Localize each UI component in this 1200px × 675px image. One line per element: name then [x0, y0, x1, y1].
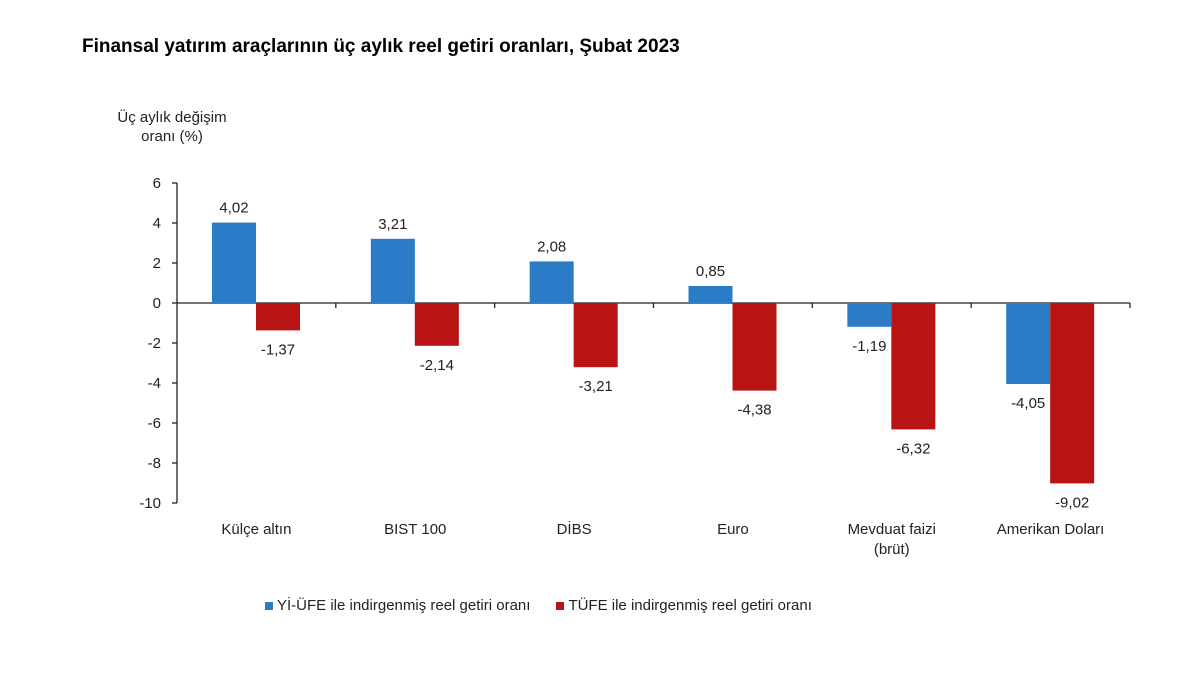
bar-tufe [414, 303, 459, 346]
y-axis-title-line-2: oranı (%) [141, 128, 203, 145]
y-tick-label: -6 [148, 415, 161, 432]
y-tick-label: -2 [148, 335, 161, 352]
category-label: Euro [717, 521, 749, 538]
bar-yiufe [1006, 303, 1051, 384]
category-label: Mevduat faizi [848, 521, 936, 538]
y-axis-title-line-1: Üç aylık değişim [117, 109, 227, 126]
y-tick-label: -4 [148, 375, 161, 392]
data-label-tufe: -3,21 [579, 378, 613, 395]
legend-label-tufe: TÜFE ile indirgenmiş reel getiri oranı [568, 597, 812, 614]
data-label-yiufe: 3,21 [378, 216, 407, 233]
data-label-tufe: -9,02 [1055, 494, 1089, 511]
bar-tufe [573, 303, 618, 368]
category-label: Külçe altın [221, 521, 291, 538]
category-label: DİBS [557, 520, 592, 538]
legend-swatch-tufe [556, 601, 565, 610]
data-label-tufe: -1,37 [261, 341, 295, 358]
legend-item-yiufe: Yİ-ÜFE ile indirgenmiş reel getiri oranı [265, 597, 530, 614]
data-label-yiufe: 2,08 [537, 238, 566, 255]
bar-yiufe [847, 303, 892, 327]
data-label-yiufe: 4,02 [219, 200, 248, 217]
bar-tufe [732, 303, 777, 391]
data-label-yiufe: -4,05 [1011, 395, 1045, 412]
data-label-tufe: -2,14 [420, 357, 454, 374]
category-label: Amerikan Doları [997, 521, 1105, 538]
bar-yiufe [529, 261, 574, 303]
data-label-tufe: -4,38 [737, 402, 771, 419]
y-tick-label: 6 [153, 175, 161, 192]
y-tick-label: 2 [153, 255, 161, 272]
y-tick-label: 0 [153, 295, 161, 312]
data-label-tufe: -6,32 [896, 440, 930, 457]
data-label-yiufe: -1,19 [852, 338, 886, 355]
legend-swatch-yiufe [265, 601, 273, 610]
bar-yiufe [370, 238, 415, 303]
y-tick-label: -10 [139, 495, 161, 512]
bar-yiufe [688, 286, 733, 303]
legend-label-yiufe: Yİ-ÜFE ile indirgenmiş reel getiri oranı [277, 597, 531, 614]
category-label: BIST 100 [384, 521, 446, 538]
data-label-yiufe: 0,85 [696, 263, 725, 280]
bar-tufe [256, 303, 300, 331]
y-axis-title: Üç aylık değişim oranı (%) [92, 108, 252, 146]
category-label: (brüt) [874, 541, 910, 558]
y-tick-label: -8 [148, 455, 161, 472]
bar-tufe [1050, 303, 1095, 484]
chart-title: Finansal yatırım araçlarının üç aylık re… [82, 36, 680, 57]
y-tick-label: 4 [153, 215, 161, 232]
bar-tufe [891, 303, 936, 430]
legend: Yİ-ÜFE ile indirgenmiş reel getiri oranı… [265, 597, 812, 614]
legend-item-tufe: TÜFE ile indirgenmiş reel getiri oranı [556, 597, 812, 614]
bar-yiufe [212, 222, 256, 303]
